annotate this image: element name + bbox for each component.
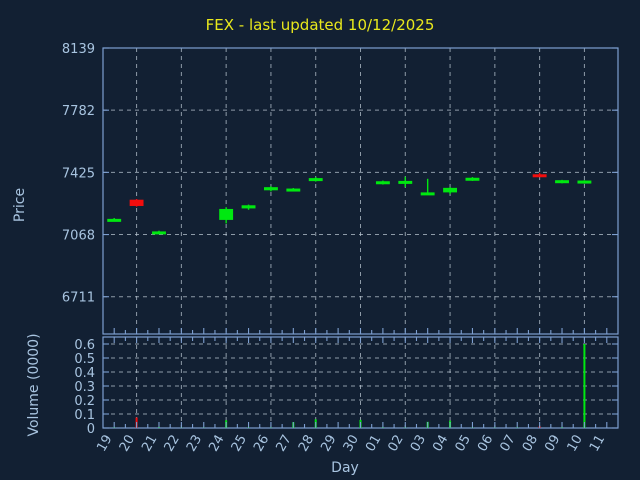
x-tick-label: 20 [117, 433, 138, 455]
candle-body [241, 205, 256, 209]
candle[interactable] [465, 177, 480, 181]
x-tick-label: 26 [251, 433, 272, 455]
volume-tick-label: 0.5 [74, 352, 95, 367]
x-tick-label: 24 [206, 433, 227, 455]
candle-body [263, 187, 278, 191]
candle[interactable] [398, 176, 413, 188]
candle-body [286, 188, 301, 192]
candle-body [398, 180, 413, 184]
volume-tick-label: 0 [87, 422, 95, 437]
candle-body [465, 177, 480, 181]
x-tick-label: 09 [542, 433, 563, 455]
candle[interactable] [443, 187, 458, 195]
x-tick-label: 08 [520, 433, 541, 455]
x-tick-label: 30 [341, 433, 362, 455]
chart-title: FEX - last updated 10/12/2025 [206, 16, 435, 34]
candle[interactable] [241, 204, 256, 210]
x-tick-label: 04 [430, 433, 451, 455]
x-tick-label: 01 [363, 433, 384, 455]
y-axis-title: Price [12, 188, 28, 222]
volume-axis-title: Volume (0000) [26, 333, 42, 436]
candle-body [129, 199, 144, 206]
candle-body [532, 174, 547, 178]
price-tick-label: 6711 [62, 291, 95, 306]
candle[interactable] [420, 178, 435, 196]
price-panel [102, 47, 619, 335]
volume-panel [102, 336, 619, 429]
candle[interactable] [152, 230, 166, 235]
candle-body [308, 178, 323, 182]
candle[interactable] [129, 199, 144, 207]
candle-body [443, 187, 458, 193]
candles-group [107, 172, 592, 235]
volume-tick-label: 0.3 [74, 380, 95, 395]
candle-body [152, 231, 166, 235]
x-tick-label: 03 [408, 433, 429, 455]
candle[interactable] [577, 180, 592, 184]
candle-body [107, 218, 122, 222]
candle-body [375, 181, 390, 185]
candle[interactable] [107, 217, 122, 222]
volume-tick-label: 0.4 [74, 366, 95, 381]
x-tick-label: 27 [274, 433, 295, 455]
candle[interactable] [375, 180, 390, 185]
x-tick-label: 10 [565, 433, 586, 455]
volume-tick-label: 0.2 [74, 394, 95, 409]
candle[interactable] [263, 186, 278, 192]
price-tick-label: 7425 [62, 166, 95, 181]
x-tick-label: 23 [184, 433, 205, 455]
x-axis-title: Day [331, 460, 359, 476]
x-tick-label: 11 [587, 433, 608, 455]
x-tick-label: 29 [318, 433, 339, 455]
x-tick-label: 25 [229, 433, 250, 455]
candle[interactable] [308, 177, 323, 182]
price-tick-label: 8139 [62, 42, 95, 57]
candle[interactable] [286, 188, 301, 192]
candle-body [577, 180, 592, 184]
price-tick-label: 7068 [62, 229, 95, 244]
candle[interactable] [532, 172, 547, 178]
x-tick-label: 22 [162, 433, 183, 455]
x-tick-label: 19 [94, 433, 115, 455]
volume-tick-label: 0.1 [74, 408, 95, 423]
x-axis [113, 328, 608, 428]
volume-tick-label: 0.6 [74, 338, 95, 353]
x-tick-label: 06 [475, 433, 496, 455]
x-tick-label: 21 [139, 433, 160, 455]
candle-body [420, 192, 435, 196]
x-tick-label: 07 [497, 433, 518, 455]
x-tick-label: 28 [296, 433, 317, 455]
candle[interactable] [219, 207, 234, 224]
price-tick-label: 7782 [62, 104, 95, 119]
candle-body [555, 180, 569, 184]
x-tick-label: 05 [453, 433, 474, 455]
x-tick-label: 02 [385, 433, 406, 455]
candle-body [219, 208, 234, 220]
candle[interactable] [555, 179, 569, 184]
